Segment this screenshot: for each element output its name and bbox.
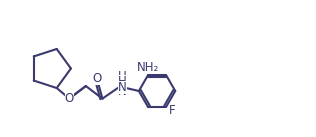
Text: H
N: H N	[118, 70, 127, 98]
Text: NH₂: NH₂	[137, 62, 159, 74]
Text: H: H	[118, 75, 126, 88]
Text: O: O	[65, 92, 74, 105]
Text: O: O	[93, 72, 102, 85]
Text: N: N	[118, 81, 126, 94]
Text: F: F	[169, 104, 175, 117]
